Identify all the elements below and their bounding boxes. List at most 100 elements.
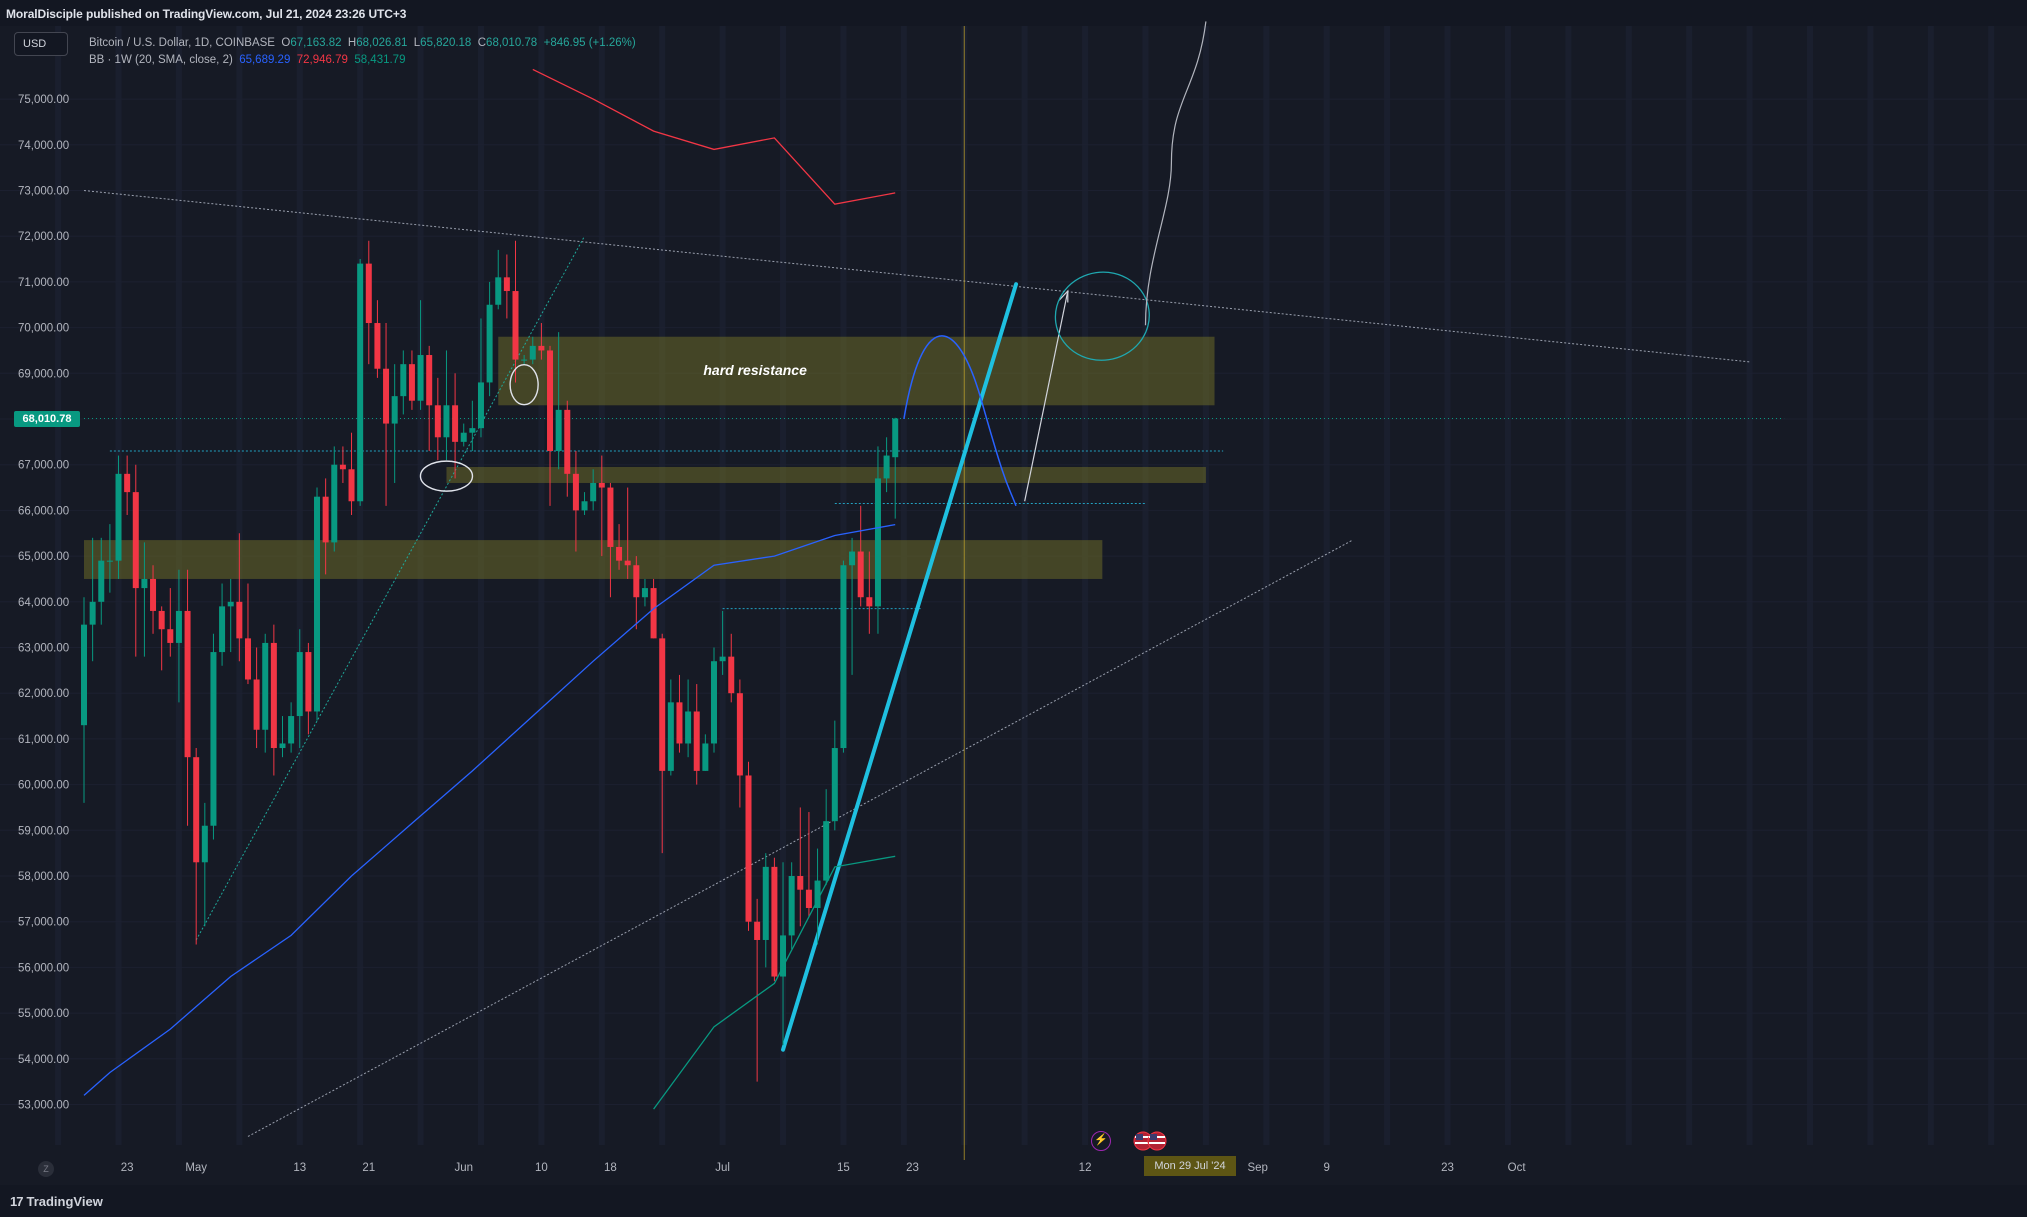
candle-body (253, 679, 260, 730)
candle-body (805, 889, 812, 908)
candle-body (244, 638, 251, 680)
white-arrow-line (1024, 290, 1069, 502)
candle-body (81, 624, 87, 726)
candle-body (434, 405, 441, 438)
candle-body (331, 464, 338, 543)
candle-body (538, 345, 545, 351)
bb-lower-value: 58,431.79 (354, 54, 406, 66)
y-tick-label: 56,000.00 (18, 962, 69, 974)
candle-body (296, 652, 303, 717)
candle-body (762, 866, 769, 940)
y-tick-label: 70,000.00 (18, 323, 69, 335)
x-tick-label: Jun (454, 1162, 473, 1174)
candle-body (693, 711, 700, 771)
footer: 17 TradingView (0, 1185, 2027, 1217)
candle-body (883, 455, 890, 479)
currency-button[interactable]: USD (14, 32, 68, 56)
y-tick-label: 65,000.00 (18, 551, 69, 563)
candle-body (503, 277, 510, 292)
candle-body (607, 487, 614, 547)
zone-label: hard resistance (703, 362, 807, 378)
candle-body (305, 652, 312, 712)
candle-body (124, 473, 131, 493)
candle-body (529, 345, 536, 360)
candles-layer (81, 240, 899, 1082)
candle-body (728, 656, 735, 694)
low-label: L (413, 37, 421, 49)
x-tick-label: 23 (906, 1162, 919, 1174)
candle-body (874, 478, 881, 607)
candle-body (857, 551, 864, 598)
publish-header: MoralDisciple published on TradingView.c… (0, 0, 2027, 26)
open-label: O (281, 37, 291, 49)
price-chart[interactable]: 53,000.00 54,000.00 55,000.00 56,000.00 57,0… (0, 0, 2027, 1185)
y-tick-label: 74,000.00 (18, 140, 69, 152)
candle-body (624, 560, 631, 566)
candle-body (823, 821, 830, 881)
candle-body (719, 656, 726, 662)
candle-body (460, 432, 467, 442)
candle-body (365, 263, 372, 324)
candle-body (158, 610, 165, 630)
y-tick-label: 69,000.00 (18, 368, 69, 380)
publish-line: MoralDisciple published on TradingView.c… (6, 7, 407, 21)
lightning-icon[interactable]: ⚡ (1091, 1131, 1111, 1151)
candle-body (115, 473, 122, 561)
candle-body (443, 405, 450, 438)
candle-body (184, 610, 191, 758)
candle-body (106, 560, 113, 562)
candle-body (710, 661, 717, 744)
legend: Bitcoin / U.S. Dollar, 1D, COINBASE O67,… (89, 35, 636, 69)
candle-body (650, 588, 657, 639)
axes-layer: 53,000.00 54,000.00 55,000.00 56,000.00 57,0… (18, 94, 1526, 1174)
candle-body (512, 291, 519, 360)
candle-body (150, 578, 157, 611)
bb-label[interactable]: BB · 1W (20, SMA, close, 2) (89, 54, 233, 66)
candle-body (581, 501, 588, 511)
y-tick-label: 59,000.00 (18, 825, 69, 837)
x-tick-label: Jul (715, 1162, 730, 1174)
candle-body (477, 382, 484, 429)
legend-bb-row: BB · 1W (20, SMA, close, 2) 65,689.29 72… (89, 52, 636, 69)
legend-symbol-row: Bitcoin / U.S. Dollar, 1D, COINBASE O67,… (89, 35, 636, 52)
zones-layer (84, 336, 1215, 579)
candle-body (339, 464, 346, 470)
candle-body (210, 652, 217, 826)
candle-body (201, 825, 208, 863)
y-tick-label: 75,000.00 (18, 94, 69, 106)
candle-body (98, 560, 105, 602)
candle-body (270, 642, 277, 749)
candle-body (685, 711, 692, 744)
lower-trendline (247, 539, 1353, 1137)
candle-body (400, 364, 407, 397)
tradingview-logo-icon: 17 (10, 1194, 24, 1209)
x-tick-label: 21 (362, 1162, 375, 1174)
us-flag-icon[interactable] (1133, 1131, 1167, 1151)
x-tick-label: 23 (121, 1162, 134, 1174)
chart-grid (0, 26, 2027, 1145)
x-tick-label: 23 (1441, 1162, 1454, 1174)
high-label: H (347, 37, 357, 49)
candle-body (322, 496, 329, 543)
resistance-zone (84, 540, 1103, 579)
symbol-title[interactable]: Bitcoin / U.S. Dollar, 1D, COINBASE (89, 37, 275, 49)
z-icon[interactable]: Z (38, 1161, 54, 1177)
y-tick-label: 61,000.00 (18, 734, 69, 746)
y-tick-label: 53,000.00 (18, 1100, 69, 1112)
y-tick-label: 72,000.00 (18, 231, 69, 243)
change-value: +846.95 (+1.26%) (543, 37, 636, 49)
candle-body (426, 355, 433, 406)
candle-body (141, 578, 148, 589)
brand[interactable]: 17 TradingView (10, 1194, 103, 1209)
bollinger-layer (83, 68, 896, 1110)
candle-body (771, 866, 778, 977)
candle-body (598, 482, 605, 488)
candle-body (408, 364, 415, 401)
candle-body (193, 757, 200, 863)
candle-body (797, 876, 804, 890)
candle-body (227, 601, 234, 607)
y-tick-label: 71,000.00 (18, 277, 69, 289)
y-tick-label: 57,000.00 (18, 917, 69, 929)
x-tick-label: 15 (837, 1162, 850, 1174)
candle-body (547, 350, 554, 451)
